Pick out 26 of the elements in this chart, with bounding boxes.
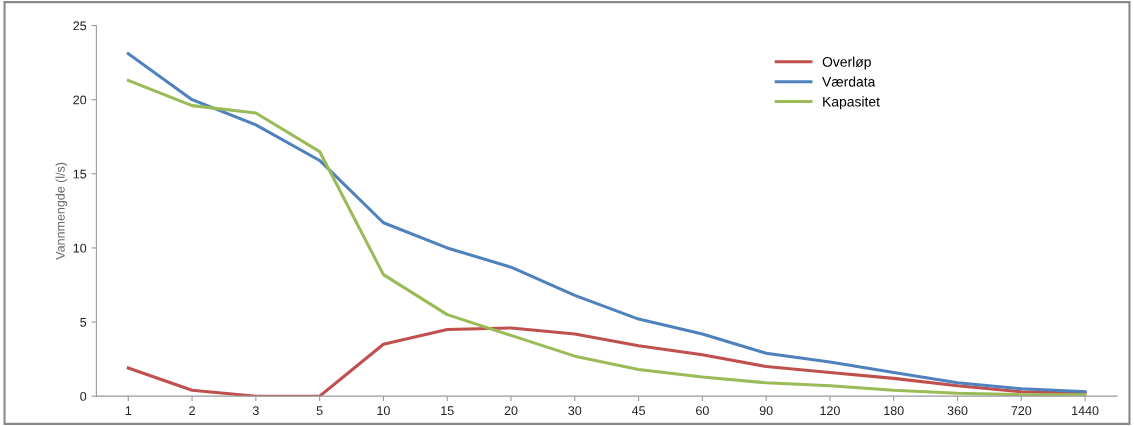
y-tick-label: 15 [73, 169, 87, 179]
x-tick-label: 90 [759, 406, 773, 416]
x-tick-label: 2 [189, 406, 195, 415]
x-tick-label: 30 [568, 406, 582, 416]
x-tick-label: 1440 [1072, 406, 1099, 416]
y-tick-label: 25 [73, 21, 87, 31]
x-tick-label: 360 [947, 406, 968, 416]
x-tick-label: 720 [1011, 406, 1032, 416]
x-tick-label: 10 [377, 406, 390, 416]
legend-label: Kapasitet [823, 96, 880, 110]
x-tick-label: 15 [441, 406, 454, 416]
x-tick-label: 45 [631, 406, 646, 416]
x-tick-label: 1 [125, 406, 132, 415]
y-tick-label: 5 [80, 317, 87, 327]
x-tick-label: 20 [504, 406, 518, 416]
x-tick-label: 180 [884, 406, 904, 416]
x-tick-label: 120 [820, 406, 840, 416]
x-tick-label: 60 [696, 406, 709, 416]
x-tick-label: 3 [252, 406, 259, 416]
y-tick-label: 20 [73, 95, 87, 105]
legend-label: Værdata [822, 76, 876, 87]
y-tick-label: 0 [80, 391, 87, 401]
y-tick-label: 10 [73, 243, 87, 253]
x-tick-label: 5 [316, 406, 323, 416]
y-axis-title: Vannmengde (l/s) [55, 162, 68, 260]
legend-label: Overløp [822, 56, 871, 70]
